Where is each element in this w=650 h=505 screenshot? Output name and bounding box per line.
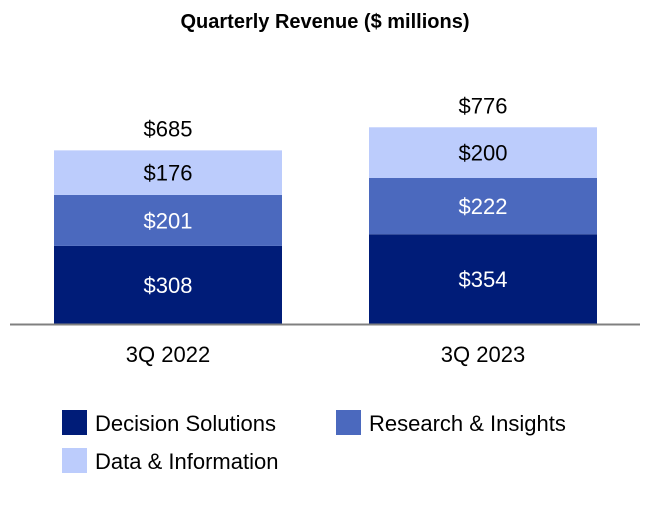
- bar-segment: [369, 127, 597, 178]
- data-label: $200: [459, 141, 508, 166]
- bar-segment: [369, 234, 597, 324]
- legend-swatch: [62, 410, 87, 435]
- data-label: $176: [144, 161, 193, 186]
- legend-swatch: [62, 448, 87, 473]
- bar-segment: [54, 245, 282, 324]
- x-tick-label: 3Q 2023: [441, 342, 525, 367]
- chart-title: Quarterly Revenue ($ millions): [181, 11, 470, 33]
- data-label: $222: [459, 194, 508, 219]
- legend-label: Decision Solutions: [95, 411, 276, 436]
- data-label: $201: [144, 208, 193, 233]
- legend-label: Data & Information: [95, 449, 278, 474]
- bar-segment: [54, 194, 282, 246]
- x-tick-label: 3Q 2022: [126, 342, 210, 367]
- total-label: $685: [144, 116, 193, 141]
- data-label: $354: [459, 267, 508, 292]
- legend-label: Research & Insights: [369, 411, 566, 436]
- total-label: $776: [459, 93, 508, 118]
- bar-segment: [54, 150, 282, 195]
- bar-segment: [369, 177, 597, 235]
- legend-swatch: [336, 410, 361, 435]
- data-label: $308: [144, 273, 193, 298]
